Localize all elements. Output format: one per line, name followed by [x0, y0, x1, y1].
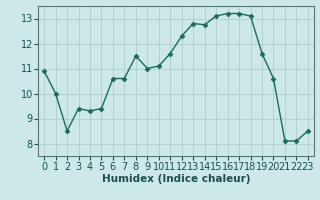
X-axis label: Humidex (Indice chaleur): Humidex (Indice chaleur): [102, 174, 250, 184]
